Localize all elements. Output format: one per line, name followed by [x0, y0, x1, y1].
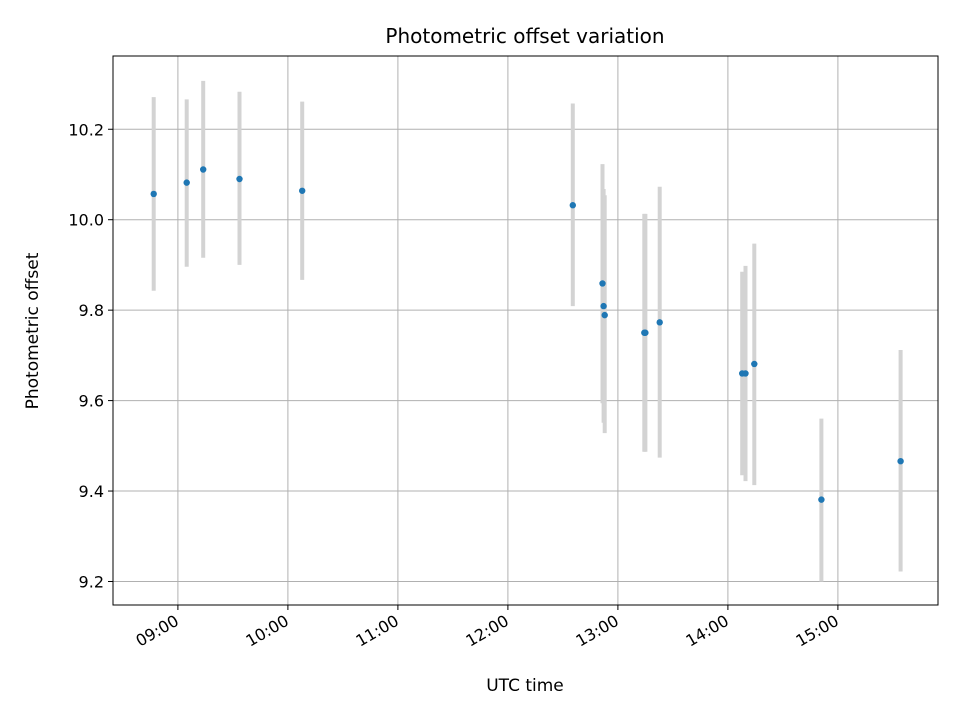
- y-tick-label: 9.2: [79, 572, 104, 591]
- y-tick-label: 9.8: [79, 301, 104, 320]
- data-point: [600, 302, 607, 310]
- y-tick-label: 9.6: [79, 392, 104, 411]
- data-point: [569, 202, 576, 209]
- data-point: [751, 360, 758, 368]
- data-point: [150, 190, 157, 198]
- y-tick-label: 9.4: [79, 482, 104, 501]
- data-point: [236, 175, 243, 183]
- data-point: [818, 496, 825, 503]
- data-point: [742, 370, 749, 377]
- data-point: [599, 280, 606, 287]
- data-point: [200, 166, 207, 173]
- data-point: [299, 187, 306, 194]
- y-tick-label: 10.2: [68, 120, 104, 139]
- data-points: [150, 166, 904, 503]
- data-point: [897, 457, 904, 465]
- data-point: [601, 311, 608, 319]
- chart-title: Photometric offset variation: [385, 24, 664, 48]
- y-tick-label: 10.0: [68, 211, 104, 230]
- data-point: [656, 319, 663, 326]
- plot-area-frame: [112, 55, 939, 606]
- x-axis-title: UTC time: [486, 676, 564, 696]
- y-axis-ticks: 9.2 9.4 9.6 9.8 10.0 10.2: [68, 120, 113, 591]
- y-axis-title: Photometric offset: [23, 252, 43, 409]
- data-point: [642, 329, 649, 336]
- data-point: [183, 179, 190, 186]
- grid-lines: [113, 56, 938, 605]
